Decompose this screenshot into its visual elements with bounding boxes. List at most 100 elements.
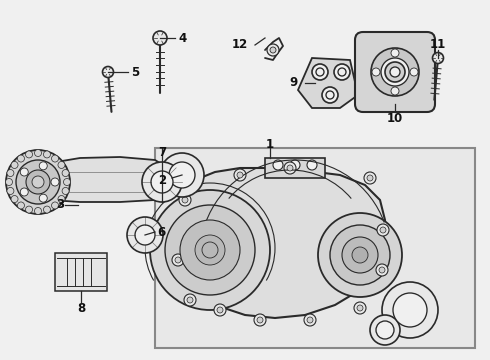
Circle shape bbox=[172, 254, 184, 266]
Text: 1: 1 bbox=[266, 139, 274, 152]
Circle shape bbox=[20, 188, 28, 196]
Circle shape bbox=[304, 314, 316, 326]
Circle shape bbox=[380, 227, 386, 233]
Circle shape bbox=[142, 162, 182, 202]
Circle shape bbox=[39, 162, 47, 170]
Circle shape bbox=[234, 169, 246, 181]
Circle shape bbox=[372, 68, 380, 76]
Bar bbox=[155, 148, 475, 348]
Circle shape bbox=[433, 53, 443, 63]
Text: 7: 7 bbox=[158, 145, 166, 158]
Circle shape bbox=[352, 247, 368, 263]
Circle shape bbox=[175, 257, 181, 263]
Bar bbox=[265, 158, 325, 178]
Circle shape bbox=[26, 170, 50, 194]
Circle shape bbox=[370, 315, 400, 345]
Text: 6: 6 bbox=[157, 225, 165, 238]
Bar bbox=[55, 253, 107, 291]
Circle shape bbox=[357, 305, 363, 311]
Circle shape bbox=[391, 49, 399, 57]
Circle shape bbox=[32, 176, 44, 188]
Circle shape bbox=[379, 267, 385, 273]
Circle shape bbox=[44, 206, 50, 213]
Text: 4: 4 bbox=[178, 31, 186, 45]
Text: 3: 3 bbox=[56, 198, 64, 211]
Circle shape bbox=[160, 153, 204, 197]
Circle shape bbox=[6, 150, 70, 214]
Circle shape bbox=[18, 155, 24, 162]
FancyBboxPatch shape bbox=[355, 32, 435, 112]
Circle shape bbox=[58, 195, 65, 203]
Text: 12: 12 bbox=[232, 39, 248, 51]
Circle shape bbox=[20, 168, 28, 176]
Circle shape bbox=[153, 31, 167, 45]
Circle shape bbox=[165, 205, 255, 295]
Text: 11: 11 bbox=[430, 39, 446, 51]
Polygon shape bbox=[173, 168, 385, 318]
Circle shape bbox=[410, 68, 418, 76]
Circle shape bbox=[390, 67, 400, 77]
Polygon shape bbox=[26, 157, 172, 202]
Circle shape bbox=[180, 220, 240, 280]
Circle shape bbox=[25, 151, 32, 158]
Circle shape bbox=[214, 304, 226, 316]
Circle shape bbox=[367, 175, 373, 181]
Text: 9: 9 bbox=[290, 77, 298, 90]
Circle shape bbox=[284, 162, 296, 174]
Circle shape bbox=[364, 172, 376, 184]
Circle shape bbox=[267, 44, 279, 56]
Circle shape bbox=[102, 67, 114, 77]
Circle shape bbox=[273, 160, 283, 170]
Circle shape bbox=[287, 165, 293, 171]
Circle shape bbox=[237, 172, 243, 178]
Circle shape bbox=[290, 160, 300, 170]
Circle shape bbox=[127, 217, 163, 253]
Circle shape bbox=[135, 225, 155, 245]
Circle shape bbox=[151, 171, 173, 193]
Circle shape bbox=[58, 161, 65, 168]
Circle shape bbox=[5, 179, 13, 185]
Circle shape bbox=[184, 294, 196, 306]
Circle shape bbox=[338, 68, 346, 76]
Circle shape bbox=[254, 314, 266, 326]
Circle shape bbox=[322, 87, 338, 103]
Circle shape bbox=[34, 207, 42, 215]
Circle shape bbox=[62, 188, 69, 194]
Circle shape bbox=[307, 160, 317, 170]
Circle shape bbox=[307, 317, 313, 323]
Circle shape bbox=[51, 155, 58, 162]
Circle shape bbox=[169, 162, 195, 188]
Circle shape bbox=[318, 213, 402, 297]
Circle shape bbox=[371, 48, 419, 96]
Circle shape bbox=[39, 194, 47, 202]
Circle shape bbox=[11, 161, 18, 168]
Circle shape bbox=[25, 206, 32, 213]
Circle shape bbox=[391, 87, 399, 95]
Circle shape bbox=[51, 202, 58, 209]
Circle shape bbox=[64, 179, 71, 185]
Text: 10: 10 bbox=[387, 112, 403, 125]
Circle shape bbox=[354, 302, 366, 314]
Circle shape bbox=[11, 195, 18, 203]
Circle shape bbox=[342, 237, 378, 273]
Circle shape bbox=[270, 47, 276, 53]
Circle shape bbox=[187, 297, 193, 303]
Circle shape bbox=[182, 197, 188, 203]
Circle shape bbox=[326, 91, 334, 99]
Circle shape bbox=[382, 282, 438, 338]
Circle shape bbox=[385, 62, 405, 82]
Circle shape bbox=[44, 151, 50, 158]
Text: 8: 8 bbox=[77, 302, 85, 315]
Circle shape bbox=[18, 202, 24, 209]
Text: 2: 2 bbox=[158, 174, 166, 186]
Circle shape bbox=[179, 194, 191, 206]
Circle shape bbox=[7, 170, 14, 176]
Text: 5: 5 bbox=[131, 66, 139, 78]
Circle shape bbox=[7, 188, 14, 194]
Circle shape bbox=[257, 317, 263, 323]
Circle shape bbox=[62, 170, 69, 176]
Circle shape bbox=[381, 58, 409, 86]
Circle shape bbox=[202, 242, 218, 258]
Circle shape bbox=[217, 307, 223, 313]
Circle shape bbox=[330, 225, 390, 285]
